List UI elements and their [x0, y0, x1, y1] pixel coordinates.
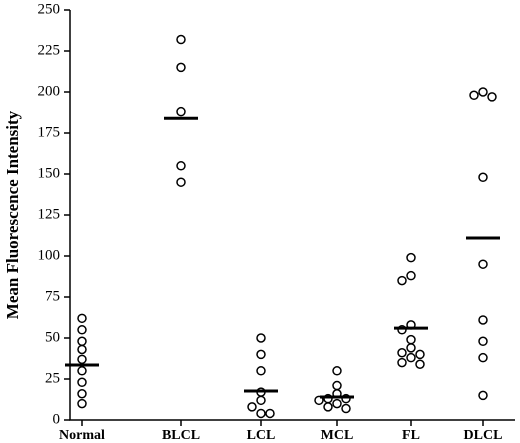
data-point	[406, 343, 416, 353]
y-tick-label: 175	[38, 124, 61, 140]
x-tick-label: MCL	[321, 428, 354, 443]
x-tick-label: LCL	[247, 428, 276, 443]
y-tick-label: 250	[38, 1, 61, 17]
data-point	[77, 344, 87, 355]
data-point	[415, 349, 425, 360]
data-point	[478, 315, 488, 325]
y-axis-label: Mean Fluorescence Intensity	[3, 110, 22, 319]
y-tick-label: 150	[38, 165, 61, 181]
data-point	[176, 62, 186, 73]
y-tick-label: 100	[38, 247, 61, 263]
data-point	[487, 92, 497, 102]
y-tick-label: 125	[38, 206, 61, 222]
x-tick-label: Normal	[59, 428, 105, 443]
axes	[69, 10, 515, 421]
data-point	[478, 172, 488, 183]
data-point	[77, 389, 87, 399]
data-point	[256, 366, 266, 376]
data-point	[256, 333, 266, 343]
y-tick-label: 75	[45, 288, 60, 304]
y-tick-label: 0	[53, 411, 61, 427]
data-point	[332, 398, 342, 409]
data-point	[478, 87, 488, 97]
data-point	[176, 161, 186, 171]
data-point	[323, 402, 333, 412]
y-tick-label: 225	[38, 42, 61, 58]
data-point	[478, 336, 488, 347]
data-point	[397, 275, 407, 286]
data-point	[332, 380, 342, 391]
data-point	[478, 352, 488, 363]
y-tick-label: 25	[45, 370, 60, 386]
data-point	[176, 106, 186, 117]
data-point	[256, 395, 266, 406]
data-point	[415, 359, 425, 369]
data-point	[469, 90, 479, 101]
data-point	[406, 252, 416, 263]
data-point	[256, 408, 266, 419]
data-point	[77, 366, 87, 376]
data-point	[478, 259, 488, 269]
x-tick-label: BLCL	[162, 428, 200, 443]
data-point	[176, 34, 186, 45]
data-point	[341, 403, 351, 414]
y-tick-label: 50	[45, 329, 60, 345]
data-point	[77, 325, 87, 335]
data-point	[406, 352, 416, 363]
data-point	[397, 357, 407, 368]
x-tick-label: FL	[402, 428, 420, 443]
data-point	[265, 408, 275, 419]
x-tick-label: DLCL	[464, 428, 503, 443]
data-point	[77, 398, 87, 409]
data-point	[406, 270, 416, 281]
data-point	[77, 313, 87, 324]
data-point	[247, 402, 257, 412]
data-point	[176, 177, 186, 187]
data-point	[77, 336, 87, 347]
y-tick-label: 200	[38, 83, 61, 99]
data-point	[256, 349, 266, 360]
data-point	[77, 377, 87, 388]
data-point	[77, 354, 87, 365]
data-point	[332, 366, 342, 376]
data-point	[478, 390, 488, 401]
data-point	[406, 334, 416, 345]
data-point	[397, 348, 407, 358]
